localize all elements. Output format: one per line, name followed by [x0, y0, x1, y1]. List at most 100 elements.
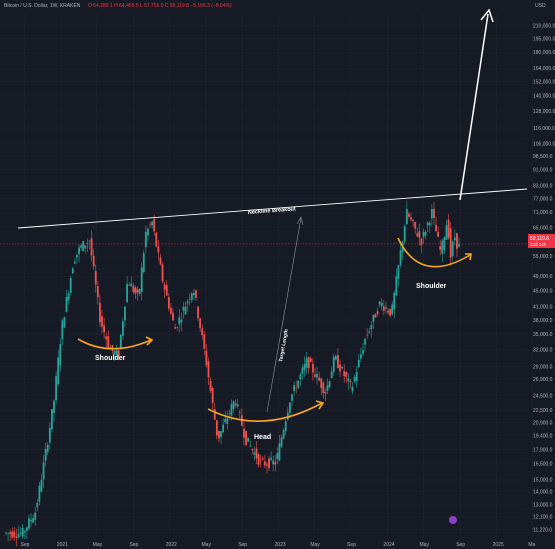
candle-body [414, 222, 417, 229]
candle-body [96, 286, 99, 298]
candle-body [220, 431, 222, 438]
y-tick-label: 17,900.0 [533, 447, 553, 453]
candle-body [416, 233, 419, 237]
candle-body [314, 374, 316, 377]
candle-body [403, 226, 406, 242]
candle-body [303, 364, 306, 371]
indicator-logo[interactable] [449, 516, 457, 524]
candle-body [418, 231, 421, 238]
candle-body [430, 209, 433, 219]
target-length-line [266, 217, 302, 413]
candle-body [71, 268, 74, 274]
candle-body [48, 427, 51, 443]
annotations-layer: Neckline Breakout Target Length Shoulder He… [0, 8, 528, 441]
candle-body [280, 437, 283, 447]
candle-body [149, 224, 151, 226]
time-axis[interactable]: Sep 2021 May Sep 2022 May Sep 2023 May Sep 2024 May… [20, 542, 535, 548]
candle-body [393, 292, 396, 310]
candle-body [224, 418, 227, 423]
candle-body [213, 409, 216, 420]
candle-body [428, 223, 431, 226]
y-tick-label: 38,000.0 [533, 318, 553, 324]
y-tick-label: 12,100.0 [533, 515, 553, 521]
x-tick-label: 2022 [166, 542, 177, 548]
candle-body [387, 310, 389, 313]
candle-body [307, 357, 310, 369]
candle-body [69, 278, 72, 293]
candle-body [380, 302, 383, 307]
candle-body [357, 359, 360, 368]
candle-body [424, 232, 427, 236]
candle-body [249, 445, 252, 447]
candle-body [447, 219, 450, 238]
candle-body [55, 376, 58, 401]
candle-body [38, 485, 41, 502]
last-price-tag: 59,119.8 12d 14h [528, 234, 555, 248]
candle-body [257, 454, 260, 465]
candle-body [132, 285, 135, 293]
candle-body [305, 358, 308, 368]
candle-body [410, 217, 412, 220]
head-arrow [315, 400, 325, 410]
candle-body [25, 527, 28, 531]
candle-body [347, 378, 350, 382]
candle-body [138, 289, 141, 295]
candle-body [15, 536, 18, 538]
right-shoulder-label: Shoulder [416, 283, 447, 290]
candle-body [180, 319, 183, 323]
last-price-value: 59,119.8 [530, 236, 549, 242]
price-axis[interactable]: 210,000.0 195,000.0 180,000.0 164,000.0 152,… [533, 24, 555, 534]
candle-body [119, 334, 122, 349]
candle-body [341, 367, 343, 369]
candle-body [34, 512, 37, 520]
candle-body [188, 298, 191, 300]
left-shoulder-curve [77, 338, 152, 350]
candle-body [391, 304, 394, 315]
candle-body [422, 231, 425, 237]
candle-body [330, 371, 333, 379]
candle-body [253, 452, 256, 455]
candle-body [46, 444, 49, 453]
candle-body [205, 350, 208, 366]
x-tick-label: Sep [129, 542, 138, 548]
candle-body [192, 293, 195, 296]
candle-body [238, 411, 241, 413]
target-length-head [296, 216, 304, 226]
candle-body [184, 306, 187, 315]
candle-body [395, 276, 398, 296]
candle-body [456, 233, 458, 249]
candle-body [11, 531, 14, 538]
candle-body [23, 531, 26, 533]
candle-body [282, 429, 285, 439]
candle-body [382, 306, 385, 311]
candle-body [426, 222, 429, 226]
y-tick-label: 77,000.0 [533, 196, 553, 202]
candle-body [437, 231, 440, 237]
candle-body [399, 250, 402, 266]
candle-body [433, 208, 435, 218]
candle-body [291, 394, 293, 401]
candle-body [232, 401, 235, 409]
candle-body [211, 387, 214, 403]
candle-body [349, 380, 352, 383]
candle-body [7, 533, 9, 534]
candle-body [376, 311, 379, 315]
candle-body [316, 373, 318, 378]
candle-body [174, 327, 176, 329]
x-tick-label: 2025 [493, 542, 504, 548]
x-tick-label: Sep [347, 542, 356, 548]
candle-body [51, 409, 53, 430]
y-tick-label: 106,000.0 [533, 141, 555, 147]
candle-body [311, 363, 314, 373]
candle-body [366, 334, 369, 336]
candle-body [36, 502, 39, 508]
candle-body [378, 301, 381, 305]
candle-body [412, 219, 414, 221]
candle-body [228, 413, 231, 414]
candle-body [101, 316, 103, 327]
candle-body [17, 533, 20, 538]
candle-body [30, 519, 32, 522]
breakout-arrow-line [459, 13, 489, 201]
candle-body [195, 290, 197, 298]
